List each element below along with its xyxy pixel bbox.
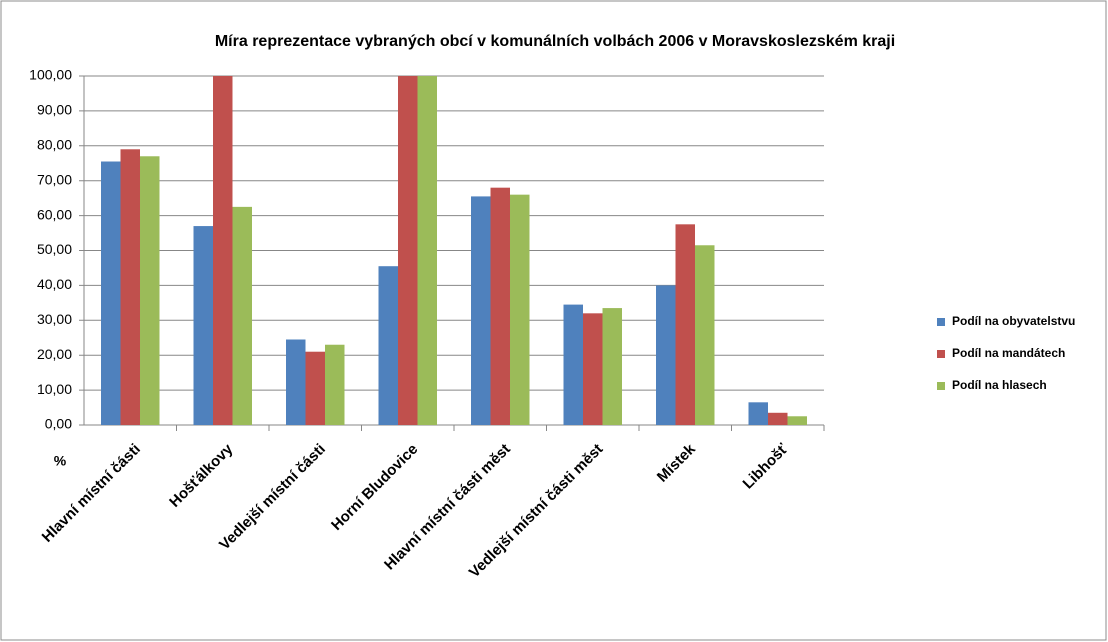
y-tick-label: 100,00: [29, 67, 72, 83]
legend-swatch: [937, 350, 945, 358]
bar: [378, 266, 398, 425]
bar: [675, 224, 695, 425]
legend-label: Podíl na hlasech: [952, 378, 1047, 392]
bar: [193, 226, 213, 425]
y-tick-label: 30,00: [37, 311, 72, 327]
bar: [140, 156, 160, 425]
bar: [602, 308, 622, 425]
bar: [656, 285, 676, 425]
bar: [787, 416, 807, 425]
bar: [695, 245, 715, 425]
bar: [563, 304, 583, 425]
y-tick-label: 50,00: [37, 241, 72, 257]
bar: [120, 149, 140, 426]
bar: [286, 339, 306, 425]
legend-label: Podíl na mandátech: [952, 346, 1065, 360]
legend-swatch: [937, 318, 945, 326]
y-tick-label: 70,00: [37, 171, 72, 187]
y-tick-label: 40,00: [37, 276, 72, 292]
y-tick-label: 80,00: [37, 137, 72, 153]
y-tick-label: 20,00: [37, 346, 72, 362]
y-axis-label: %: [54, 453, 67, 469]
bar: [471, 196, 491, 425]
chart-title: Míra reprezentace vybraných obcí v komun…: [215, 33, 895, 50]
bar: [325, 344, 345, 425]
bar: [398, 76, 418, 425]
bar: [510, 194, 530, 425]
y-tick-label: 90,00: [37, 102, 72, 118]
legend-swatch: [937, 382, 945, 390]
bar: [583, 313, 603, 425]
y-tick-label: 60,00: [37, 206, 72, 222]
bar: [101, 161, 121, 425]
bar: [417, 76, 437, 425]
legend-label: Podíl na obyvatelstvu: [952, 314, 1075, 328]
bar: [748, 402, 768, 425]
bar: [213, 76, 233, 425]
bar: [305, 351, 325, 425]
y-tick-label: 0,00: [45, 416, 72, 432]
y-tick-label: 10,00: [37, 381, 72, 397]
bar: [490, 187, 510, 425]
bar: [232, 206, 252, 425]
bar: [768, 412, 788, 425]
